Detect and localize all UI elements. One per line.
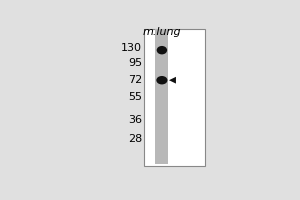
Ellipse shape (156, 76, 167, 84)
Polygon shape (169, 77, 176, 84)
Text: 55: 55 (128, 92, 142, 102)
FancyBboxPatch shape (145, 29, 205, 166)
Text: 95: 95 (128, 58, 142, 68)
Text: 130: 130 (121, 43, 142, 53)
FancyBboxPatch shape (155, 29, 168, 164)
Text: 28: 28 (128, 134, 142, 144)
Text: m.lung: m.lung (142, 27, 181, 37)
Ellipse shape (157, 46, 167, 54)
Text: 72: 72 (128, 75, 142, 85)
Text: 36: 36 (128, 115, 142, 125)
